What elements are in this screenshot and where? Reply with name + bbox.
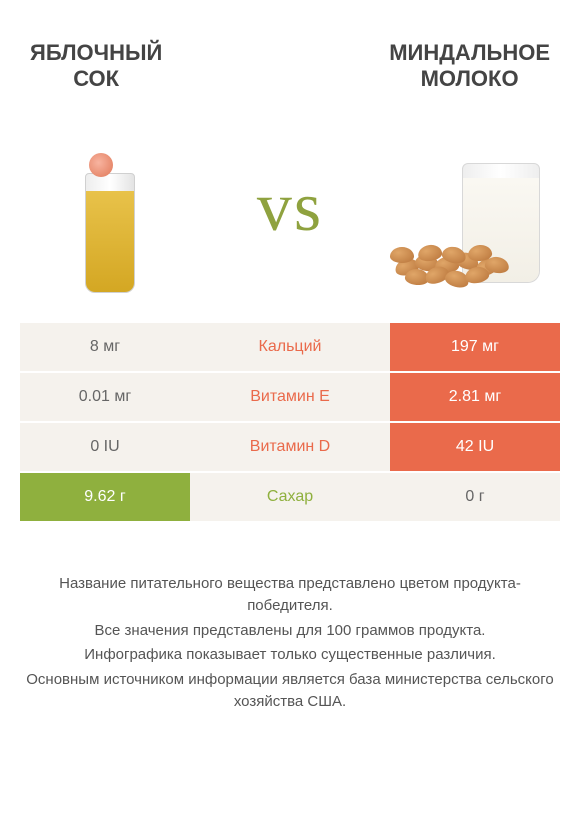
left-value-cell: 0.01 мг: [20, 373, 190, 421]
nutrient-label: Кальций: [190, 323, 390, 371]
table-row: 9.62 гСахар0 г: [20, 473, 560, 523]
left-product-image: [30, 123, 190, 293]
almond-milk-icon: [390, 143, 550, 293]
right-value-cell: 0 г: [390, 473, 560, 521]
right-product-title: Миндальное молоко: [389, 40, 550, 93]
footer-line: Основным источником информации является …: [24, 669, 556, 714]
right-value-cell: 42 IU: [390, 423, 560, 471]
left-product-title: Яблочный сок: [30, 40, 162, 93]
comparison-table: 8 мгКальций197 мг0.01 мгВитамин E2.81 мг…: [20, 323, 560, 523]
table-row: 0.01 мгВитамин E2.81 мг: [20, 373, 560, 423]
table-row: 0 IUВитамин D42 IU: [20, 423, 560, 473]
footer-line: Инфографика показывает только существенн…: [24, 644, 556, 667]
left-value-cell: 0 IU: [20, 423, 190, 471]
footer-line: Название питательного вещества представл…: [24, 573, 556, 618]
right-value-cell: 197 мг: [390, 323, 560, 371]
nutrient-label: Витамин D: [190, 423, 390, 471]
right-product-image: [390, 123, 550, 293]
right-value-cell: 2.81 мг: [390, 373, 560, 421]
header: Яблочный сок Миндальное молоко: [0, 0, 580, 113]
table-row: 8 мгКальций197 мг: [20, 323, 560, 373]
nutrient-label: Сахар: [190, 473, 390, 521]
nutrient-label: Витамин E: [190, 373, 390, 421]
product-images-row: vs: [0, 113, 580, 323]
vs-label: vs: [257, 168, 323, 248]
apple-juice-icon: [81, 153, 139, 293]
footer-notes: Название питательного вещества представл…: [0, 523, 580, 714]
left-value-cell: 9.62 г: [20, 473, 190, 521]
left-value-cell: 8 мг: [20, 323, 190, 371]
footer-line: Все значения представлены для 100 граммо…: [24, 620, 556, 643]
